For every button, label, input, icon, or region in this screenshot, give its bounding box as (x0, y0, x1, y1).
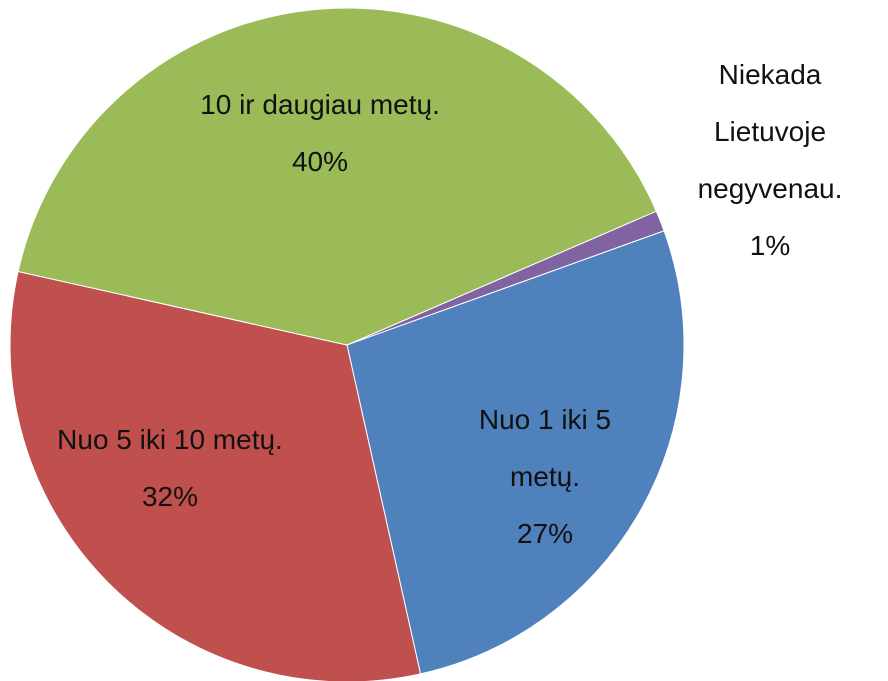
pie-slice (346, 230, 685, 675)
data-label-box: Nuo 1 iki 5 metų. 27% (440, 391, 650, 562)
pie-slice (17, 7, 657, 346)
data-label: Nuo 1 iki 5 metų. 27% (440, 391, 650, 562)
category-label: Nuo 1 iki 5 metų. (478, 404, 612, 492)
data-label: 10 ir daugiau metų. 40% (200, 76, 440, 190)
data-label: Nuo 5 iki 10 metų. 32% (55, 411, 285, 525)
category-label: Nuo 5 iki 10 metų. (57, 424, 283, 455)
category-label: 10 ir daugiau metų. (200, 89, 440, 120)
value-label: 27% (516, 518, 574, 549)
data-label: Niekada Lietuvoje negyvenau. 1% (670, 46, 870, 274)
value-label: 40% (291, 146, 349, 177)
data-label-box: Nuo 5 iki 10 metų. 32% (55, 411, 285, 525)
pie-slice (9, 270, 422, 681)
category-label: Niekada Lietuvoje negyvenau. (697, 59, 843, 204)
data-label-box: 10 ir daugiau metų. 40% (200, 76, 440, 190)
value-label: 32% (141, 481, 199, 512)
value-label: 1% (749, 230, 791, 261)
data-label-box: Niekada Lietuvoje negyvenau. 1% (670, 46, 870, 274)
